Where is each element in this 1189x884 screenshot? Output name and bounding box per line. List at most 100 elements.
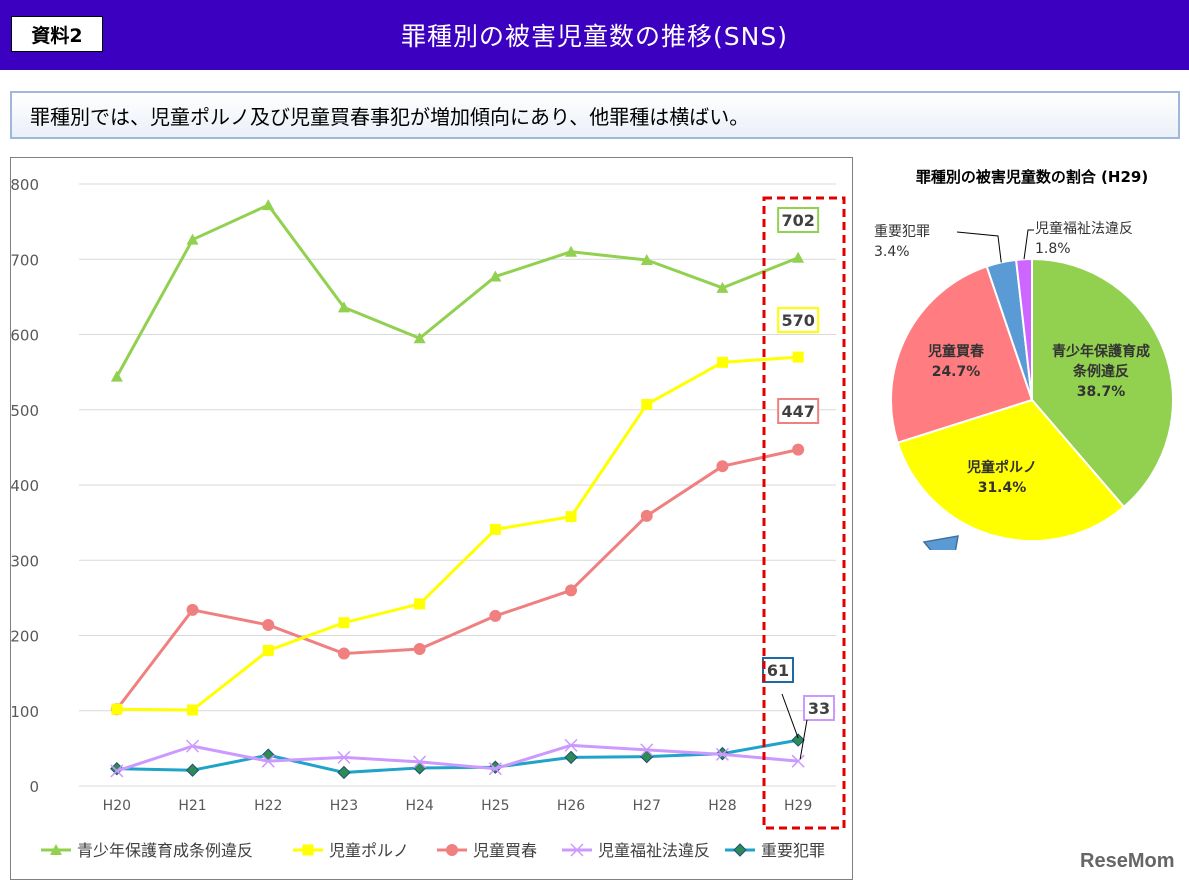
- x-tick-label: H22: [254, 798, 282, 814]
- data-point: [337, 765, 351, 780]
- legend-item: 児童ポルノ: [293, 841, 409, 860]
- pie-label: 児童ポルノ 31.4%: [966, 459, 1037, 496]
- data-point: [715, 747, 729, 761]
- data-point: [446, 844, 458, 856]
- data-point: [413, 643, 426, 656]
- data-point: [489, 523, 501, 535]
- callout-label: 702: [777, 207, 820, 233]
- data-point: [791, 733, 805, 747]
- data-point: [716, 281, 729, 293]
- data-point: [185, 763, 200, 777]
- callout-label: 33: [803, 695, 835, 721]
- callout-box: [762, 657, 794, 683]
- y-tick-label: 0: [29, 778, 39, 796]
- x-tick-label: H28: [708, 798, 736, 814]
- y-tick-label: 700: [11, 251, 39, 269]
- data-point: [564, 750, 578, 765]
- data-point: [488, 762, 502, 776]
- pie-label: 児童福祉法違反 1.8%: [1035, 220, 1133, 257]
- data-point: [564, 738, 578, 752]
- y-tick-label: 600: [11, 327, 39, 345]
- callout-box: [777, 307, 820, 333]
- data-point: [111, 703, 123, 715]
- legend-label: 児童福祉法違反: [598, 841, 710, 860]
- data-point: [640, 254, 653, 266]
- arrow-icon: [922, 535, 959, 550]
- y-tick-label: 200: [11, 628, 39, 646]
- data-point: [792, 251, 805, 263]
- series-square: [111, 351, 804, 716]
- legend-label: 児童ポルノ: [329, 841, 409, 860]
- data-point: [187, 704, 199, 716]
- data-point: [110, 764, 124, 778]
- callout-text: 33: [808, 699, 830, 718]
- legend-item: 児童買春: [437, 841, 537, 860]
- leader-line: [799, 719, 808, 760]
- callout-label: 61: [762, 657, 794, 683]
- pie-label: 児童買春 24.7%: [927, 343, 985, 380]
- data-point: [792, 351, 804, 363]
- data-point: [733, 843, 747, 857]
- data-point: [570, 843, 584, 857]
- data-point: [337, 750, 351, 764]
- callout-label: 570: [777, 307, 820, 333]
- data-point: [262, 199, 275, 211]
- data-point: [641, 398, 653, 410]
- pie-slice: [890, 265, 1034, 444]
- data-point: [716, 460, 729, 473]
- pie-slice: [1014, 257, 1033, 401]
- y-tick-label: 100: [11, 703, 39, 721]
- pie-leader-line: [1023, 229, 1034, 260]
- data-point: [565, 245, 578, 257]
- series-line: [116, 355, 799, 712]
- data-point: [302, 844, 314, 856]
- data-point: [489, 270, 502, 282]
- pie-leader-line: [956, 231, 1002, 263]
- series-triangle: [110, 199, 805, 382]
- data-point: [337, 301, 350, 313]
- callout-text: 447: [781, 402, 814, 421]
- pie-label: 青少年保護育成条例違反 38.7%: [1052, 343, 1150, 400]
- pie-slice: [896, 398, 1126, 542]
- line-chart: 0 100 200 300 400 500 600 700 800 H20 H21 H22 H23 H24…: [11, 176, 846, 860]
- resemom-logo: ReseMom: [1080, 850, 1175, 872]
- data-point: [716, 356, 728, 368]
- y-tick-label: 400: [11, 477, 39, 495]
- page-title: 罪種別の被害児童数の推移(SNS): [401, 22, 788, 51]
- data-point: [110, 370, 123, 382]
- legend-item: 重要犯罪: [725, 841, 825, 860]
- data-point: [792, 443, 805, 456]
- data-point: [413, 332, 426, 344]
- header-bar: 罪種別の被害児童数の推移(SNS) 資料2: [0, 0, 1189, 70]
- data-point: [186, 233, 199, 245]
- data-point: [791, 754, 805, 768]
- data-point: [338, 617, 350, 629]
- pie-title: 罪種別の被害児童数の割合 (H29): [916, 168, 1148, 186]
- callout-box: [803, 695, 835, 721]
- data-point: [262, 645, 274, 657]
- data-point: [50, 844, 62, 855]
- y-tick-label: 800: [11, 176, 39, 194]
- pie-chart: 罪種別の被害児童数の割合 (H29) 青少年保護育成条例違反 38.7% 児童ポルノ 3…: [874, 168, 1174, 550]
- data-point: [186, 739, 200, 753]
- legend-item: 青少年保護育成条例違反: [41, 841, 253, 860]
- series-line: [116, 738, 799, 774]
- series-x: [110, 738, 805, 778]
- x-tick-label: H24: [405, 798, 433, 814]
- callout-text: 702: [781, 211, 814, 230]
- legend-label: 児童買春: [473, 841, 537, 860]
- data-point: [565, 511, 577, 523]
- x-tick-label: H25: [481, 798, 509, 814]
- summary-text: 罪種別では、児童ポルノ及び児童買春事犯が増加傾向にあり、他罪種は横ばい。: [10, 91, 1180, 139]
- data-point: [640, 509, 653, 522]
- series-diamond: [110, 733, 805, 780]
- legend-item: 児童福祉法違反: [562, 841, 710, 860]
- callout-box: [777, 207, 820, 233]
- series-line: [116, 743, 799, 773]
- data-point: [640, 749, 654, 764]
- highlight-box: [762, 196, 846, 830]
- series-circle: [110, 443, 805, 716]
- x-tick-label: H29: [784, 798, 812, 814]
- y-tick-label: 300: [11, 552, 39, 570]
- data-point: [186, 603, 199, 616]
